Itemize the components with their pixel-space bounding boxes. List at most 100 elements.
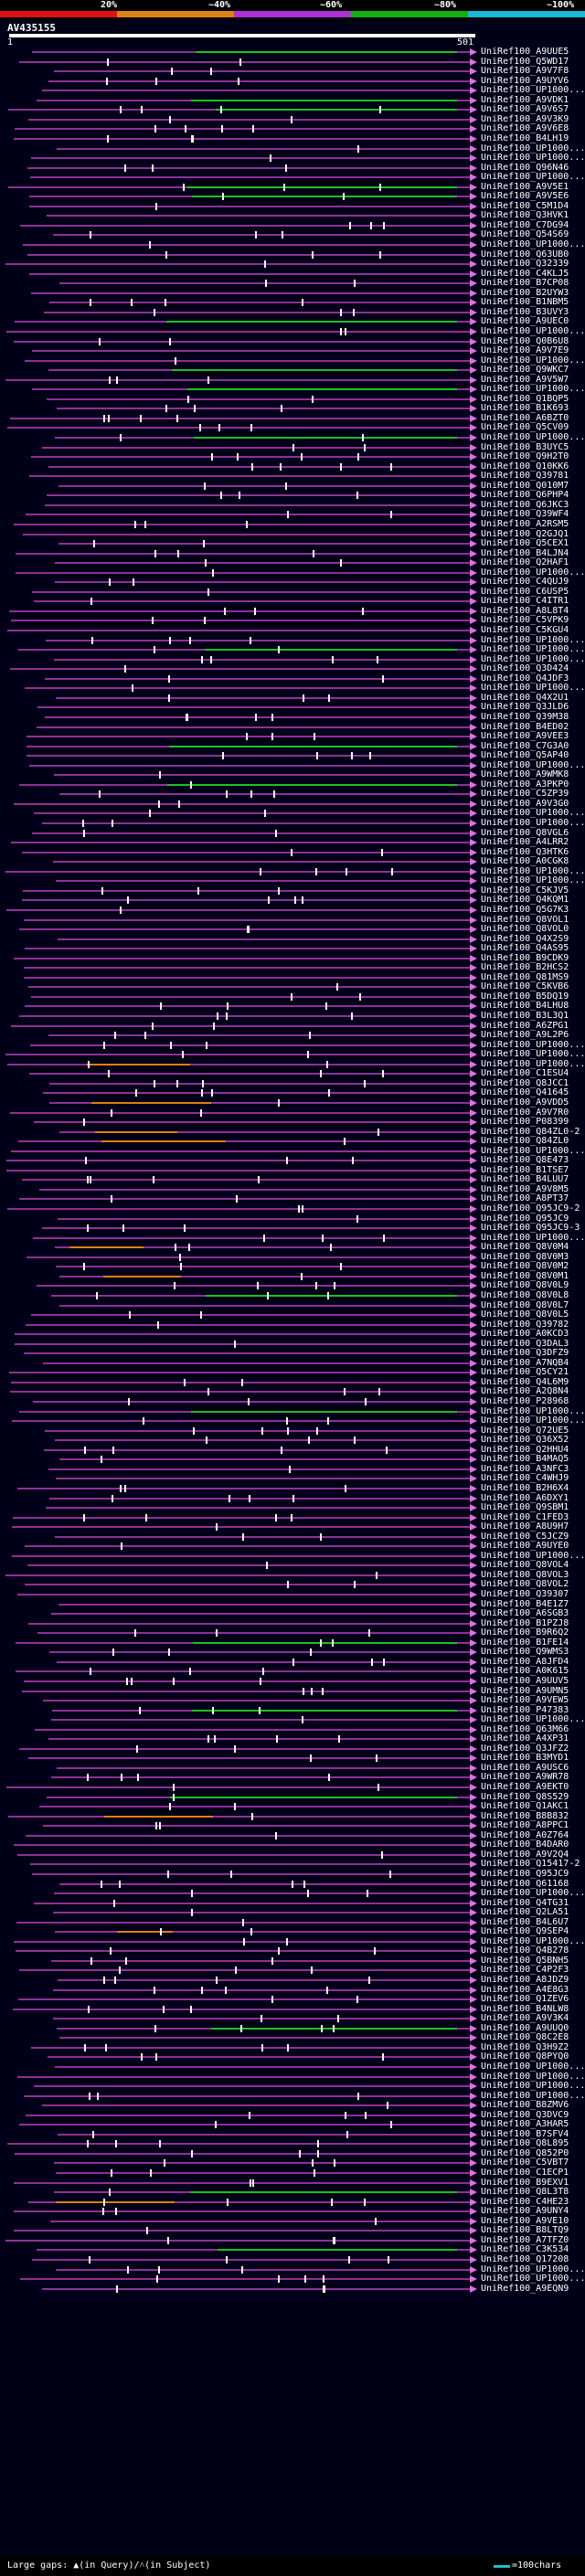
hit-link[interactable]: UniRef100_Q8L895 [481,2138,569,2148]
hit-link[interactable]: UniRef100_Q39WF4 [481,509,569,519]
hit-link[interactable]: UniRef100_UP1000... [481,875,585,885]
hit-link[interactable]: UniRef100_A9VDK1 [481,95,569,105]
hit-link[interactable]: UniRef100_A9VEE3 [481,731,569,741]
hit-link[interactable]: UniRef100_A9V3K4 [481,2013,569,2023]
hit-link[interactable]: UniRef100_UP1000... [481,1415,585,1426]
hit-link[interactable]: UniRef100_C5KVB6 [481,981,569,991]
hit-link[interactable]: UniRef100_UP1000... [481,808,585,818]
hit-link[interactable]: UniRef100_C4ITR1 [481,596,569,606]
hit-link[interactable]: UniRef100_A9V2Q4 [481,1850,569,1860]
hit-link[interactable]: UniRef100_Q96N46 [481,163,569,173]
hit-link[interactable]: UniRef100_A9UNY4 [481,2206,569,2216]
hit-link[interactable]: UniRef100_Q4X2U1 [481,693,569,703]
hit-link[interactable]: UniRef100_UP1000... [481,1146,585,1156]
hit-link[interactable]: UniRef100_UP1000... [481,1040,585,1050]
hit-link[interactable]: UniRef100_A9V7F8 [481,66,569,76]
hit-link[interactable]: UniRef100_C1FED3 [481,1512,569,1522]
hit-link[interactable]: UniRef100_Q010M7 [481,481,569,491]
hit-link[interactable]: UniRef100_Q2HAF1 [481,557,569,567]
hit-link[interactable]: UniRef100_A9UUQ0 [481,2023,569,2033]
hit-link[interactable]: UniRef100_Q32339 [481,259,569,269]
hit-link[interactable]: UniRef100_Q8L3T8 [481,2187,569,2197]
hit-link[interactable]: UniRef100_UP1000... [481,760,585,770]
hit-link[interactable]: UniRef100_A6ZPG1 [481,1021,569,1031]
hit-link[interactable]: UniRef100_Q9SBM1 [481,1502,569,1512]
hit-link[interactable]: UniRef100_Q8V0M1 [481,1271,569,1281]
hit-link[interactable]: UniRef100_A3HAR5 [481,2119,569,2129]
hit-link[interactable]: UniRef100_A9V6E8 [481,123,569,133]
hit-link[interactable]: UniRef100_Q84ZL0-2 [481,1127,580,1137]
hit-link[interactable]: UniRef100_C6USP5 [481,587,569,597]
hit-link[interactable]: UniRef100_Q54S69 [481,229,569,239]
hit-link[interactable]: UniRef100_C5KJV5 [481,885,569,896]
hit-link[interactable]: UniRef100_Q2HHU4 [481,1445,569,1455]
hit-link[interactable]: UniRef100_B2UYW3 [481,288,569,298]
hit-link[interactable]: UniRef100_Q6PHP4 [481,490,569,500]
hit-link[interactable]: UniRef100_UP1000... [481,2274,585,2284]
hit-link[interactable]: UniRef100_Q8VOL0 [481,924,569,934]
hit-link[interactable]: UniRef100_UP1000... [481,1936,585,1946]
hit-link[interactable]: UniRef100_B4MAQ5 [481,1454,569,1464]
hit-link[interactable]: UniRef100_UP1000... [481,1551,585,1561]
hit-link[interactable]: UniRef100_B2H6X4 [481,1483,569,1493]
hit-link[interactable]: UniRef100_Q8PYQ0 [481,2051,569,2062]
hit-link[interactable]: UniRef100_A8U9H7 [481,1521,569,1532]
hit-link[interactable]: UniRef100_UP1000... [481,2072,585,2082]
hit-link[interactable]: UniRef100_Q8VOL4 [481,1560,569,1570]
hit-link[interactable]: UniRef100_A9V3G0 [481,799,569,809]
hit-link[interactable]: UniRef100_Q3JFZ2 [481,1744,569,1754]
hit-link[interactable]: UniRef100_C3K534 [481,2244,569,2254]
hit-link[interactable]: UniRef100_Q8VOL2 [481,1579,569,1589]
hit-link[interactable]: UniRef100_Q8C2E8 [481,2032,569,2042]
hit-link[interactable]: UniRef100_Q3H9Z2 [481,2042,569,2052]
hit-link[interactable]: UniRef100_Q3DAL3 [481,1339,569,1349]
hit-link[interactable]: UniRef100_Q8V0L9 [481,1280,569,1290]
hit-link[interactable]: UniRef100_Q4X2S9 [481,934,569,944]
hit-link[interactable]: UniRef100_A3NFC3 [481,1464,569,1474]
hit-link[interactable]: UniRef100_A9V5E6 [481,191,569,201]
hit-link[interactable]: UniRef100_UP1000... [481,1049,585,1059]
hit-link[interactable]: UniRef100_B1K693 [481,403,569,413]
hit-link[interactable]: UniRef100_Q6JKC3 [481,500,569,510]
hit-link[interactable]: UniRef100_B4LUU7 [481,1174,569,1184]
hit-link[interactable]: UniRef100_Q39307 [481,1589,569,1599]
hit-link[interactable]: UniRef100_Q9WMS3 [481,1647,569,1657]
hit-link[interactable]: UniRef100_Q4KQM1 [481,895,569,905]
hit-link[interactable]: UniRef100_B7SFV4 [481,2129,569,2139]
hit-link[interactable]: UniRef100_A9V7R0 [481,1108,569,1118]
hit-link[interactable]: UniRef100_P08399 [481,1117,569,1127]
hit-link[interactable]: UniRef100_B4LJN4 [481,548,569,558]
hit-link[interactable]: UniRef100_C4QUJ9 [481,577,569,587]
hit-link[interactable]: UniRef100_UP1000... [481,818,585,828]
hit-link[interactable]: UniRef100_Q9SEP4 [481,1926,569,1936]
hit-link[interactable]: UniRef100_Q8E473 [481,1155,569,1165]
hit-link[interactable]: UniRef100_A7TFZ0 [481,2235,569,2245]
hit-link[interactable]: UniRef100_Q39782 [481,1320,569,1330]
hit-link[interactable]: UniRef100_Q81MS9 [481,972,569,982]
hit-link[interactable]: UniRef100_Q5CV09 [481,422,569,432]
hit-link[interactable]: UniRef100_A9V5E1 [481,182,569,192]
hit-link[interactable]: UniRef100_Q39781 [481,471,569,481]
hit-link[interactable]: UniRef100_B8LTQ9 [481,2225,569,2235]
hit-link[interactable]: UniRef100_B1NBM5 [481,297,569,307]
hit-link[interactable]: UniRef100_B2HCS2 [481,962,569,972]
hit-link[interactable]: UniRef100_Q1BQP5 [481,394,569,404]
hit-link[interactable]: UniRef100_UP1000... [481,153,585,163]
hit-link[interactable]: UniRef100_B9R6Q2 [481,1627,569,1638]
hit-link[interactable]: UniRef100_UP1000... [481,567,585,578]
hit-link[interactable]: UniRef100_Q4AS95 [481,943,569,953]
hit-link[interactable]: UniRef100_B7CP08 [481,278,569,288]
hit-link[interactable]: UniRef100_Q1ZEV6 [481,1994,569,2004]
hit-link[interactable]: UniRef100_UP1000... [481,239,585,249]
hit-link[interactable]: UniRef100_A9V7E9 [481,345,569,355]
hit-link[interactable]: UniRef100_Q3JLD6 [481,702,569,712]
hit-link[interactable]: UniRef100_A9VDD5 [481,1097,569,1108]
hit-link[interactable]: UniRef100_Q3HVK1 [481,210,569,220]
hit-link[interactable]: UniRef100_Q1AKC1 [481,1801,569,1811]
hit-link[interactable]: UniRef100_Q5WD17 [481,57,569,67]
hit-link[interactable]: UniRef100_Q5CEX1 [481,538,569,548]
hit-link[interactable]: UniRef100_C5M1D4 [481,201,569,211]
hit-link[interactable]: UniRef100_C7G3A0 [481,741,569,751]
hit-link[interactable]: UniRef100_A9EQN9 [481,2284,569,2294]
hit-link[interactable]: UniRef100_P28968 [481,1396,569,1406]
